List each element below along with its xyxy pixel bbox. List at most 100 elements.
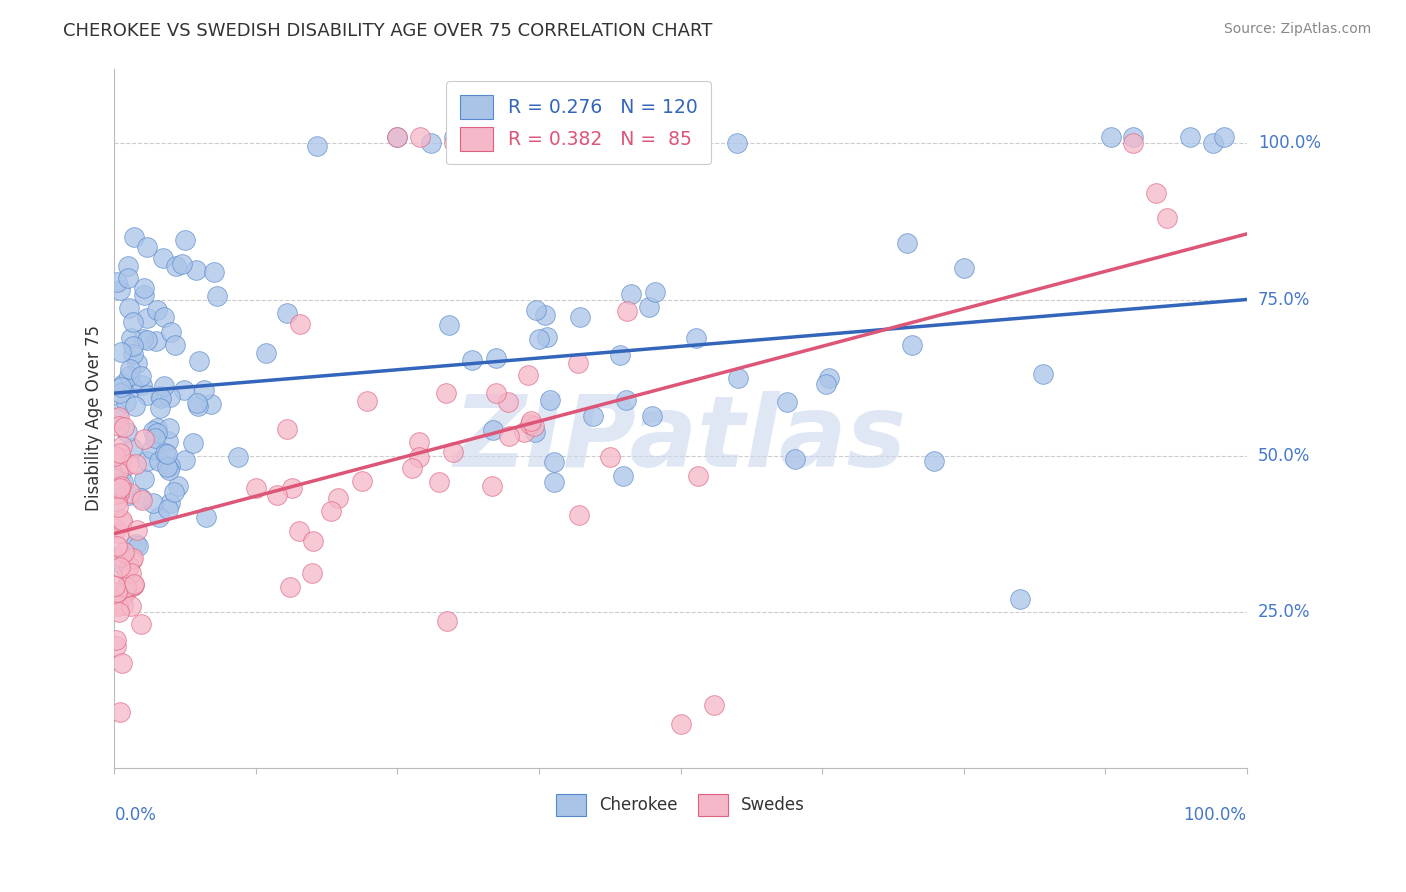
Point <box>620 286 643 301</box>
Point <box>127 539 149 553</box>
Point <box>120 599 142 613</box>
Point <box>136 388 159 402</box>
Point <box>194 510 217 524</box>
Point <box>104 472 127 486</box>
Point <box>1213 130 1236 145</box>
Point <box>1144 186 1167 201</box>
Point <box>1122 130 1144 145</box>
Point <box>520 414 543 428</box>
Point <box>276 422 298 436</box>
Point <box>108 705 131 719</box>
Point <box>118 559 141 574</box>
Text: 0.0%: 0.0% <box>114 806 156 824</box>
Point <box>118 368 141 383</box>
Point <box>408 434 430 449</box>
Point <box>124 577 146 591</box>
Point <box>129 491 152 505</box>
Point <box>437 318 460 332</box>
Point <box>107 605 129 619</box>
Point <box>170 257 193 271</box>
Point <box>725 136 748 151</box>
Point <box>266 488 288 502</box>
Point <box>896 236 918 251</box>
Point <box>516 368 538 382</box>
Point <box>513 425 536 439</box>
Point <box>121 441 143 455</box>
Point <box>132 432 155 446</box>
Point <box>159 390 181 404</box>
Point <box>534 308 557 322</box>
Point <box>120 485 142 500</box>
Point <box>111 475 134 490</box>
Point <box>108 283 131 297</box>
Point <box>112 420 135 434</box>
Point <box>157 421 180 435</box>
Point <box>401 461 423 475</box>
Point <box>125 457 148 471</box>
Point <box>115 394 138 409</box>
Point <box>121 379 143 393</box>
Point <box>461 353 484 368</box>
Point <box>105 639 128 653</box>
Point <box>132 288 155 302</box>
Point <box>434 385 457 400</box>
Point <box>613 130 636 145</box>
Point <box>156 502 179 516</box>
Point <box>183 436 205 450</box>
Point <box>150 391 173 405</box>
Point <box>1201 136 1223 151</box>
Point <box>281 481 304 495</box>
Y-axis label: Disability Age Over 75: Disability Age Over 75 <box>86 325 103 511</box>
Point <box>120 566 142 580</box>
Point <box>408 450 430 464</box>
Point <box>186 263 208 277</box>
Point <box>669 130 692 145</box>
Point <box>156 447 179 461</box>
Point <box>174 233 197 247</box>
Point <box>143 431 166 445</box>
Point <box>301 534 323 549</box>
Point <box>104 486 127 500</box>
Point <box>165 259 187 273</box>
Point <box>173 383 195 397</box>
Point <box>703 698 725 713</box>
Point <box>387 130 409 145</box>
Point <box>226 450 249 464</box>
Point <box>118 301 141 315</box>
Point <box>922 453 945 467</box>
Point <box>111 656 134 670</box>
Point <box>536 330 558 344</box>
Point <box>1156 211 1178 226</box>
Text: ZIPatlas: ZIPatlas <box>454 391 907 488</box>
Point <box>110 549 132 564</box>
Point <box>186 396 208 410</box>
Point <box>118 488 141 502</box>
Point <box>135 240 157 254</box>
Point <box>125 524 148 538</box>
Point <box>441 445 464 459</box>
Point <box>543 475 565 489</box>
Point <box>131 493 153 508</box>
Point <box>356 394 378 409</box>
Point <box>301 566 323 580</box>
Point <box>108 526 131 541</box>
Point <box>783 451 806 466</box>
Point <box>1032 367 1054 381</box>
Point <box>465 130 488 145</box>
Point <box>288 524 311 538</box>
Point <box>443 136 465 151</box>
Point <box>136 310 159 325</box>
Point <box>135 454 157 468</box>
Point <box>159 325 181 339</box>
Point <box>527 332 550 346</box>
Point <box>409 130 432 145</box>
Point <box>117 259 139 273</box>
Point <box>148 454 170 468</box>
Text: 100.0%: 100.0% <box>1258 135 1320 153</box>
Point <box>436 614 458 628</box>
Point <box>427 475 450 489</box>
Point <box>166 478 188 492</box>
Point <box>146 425 169 440</box>
Point <box>110 451 132 466</box>
Point <box>1099 130 1122 145</box>
